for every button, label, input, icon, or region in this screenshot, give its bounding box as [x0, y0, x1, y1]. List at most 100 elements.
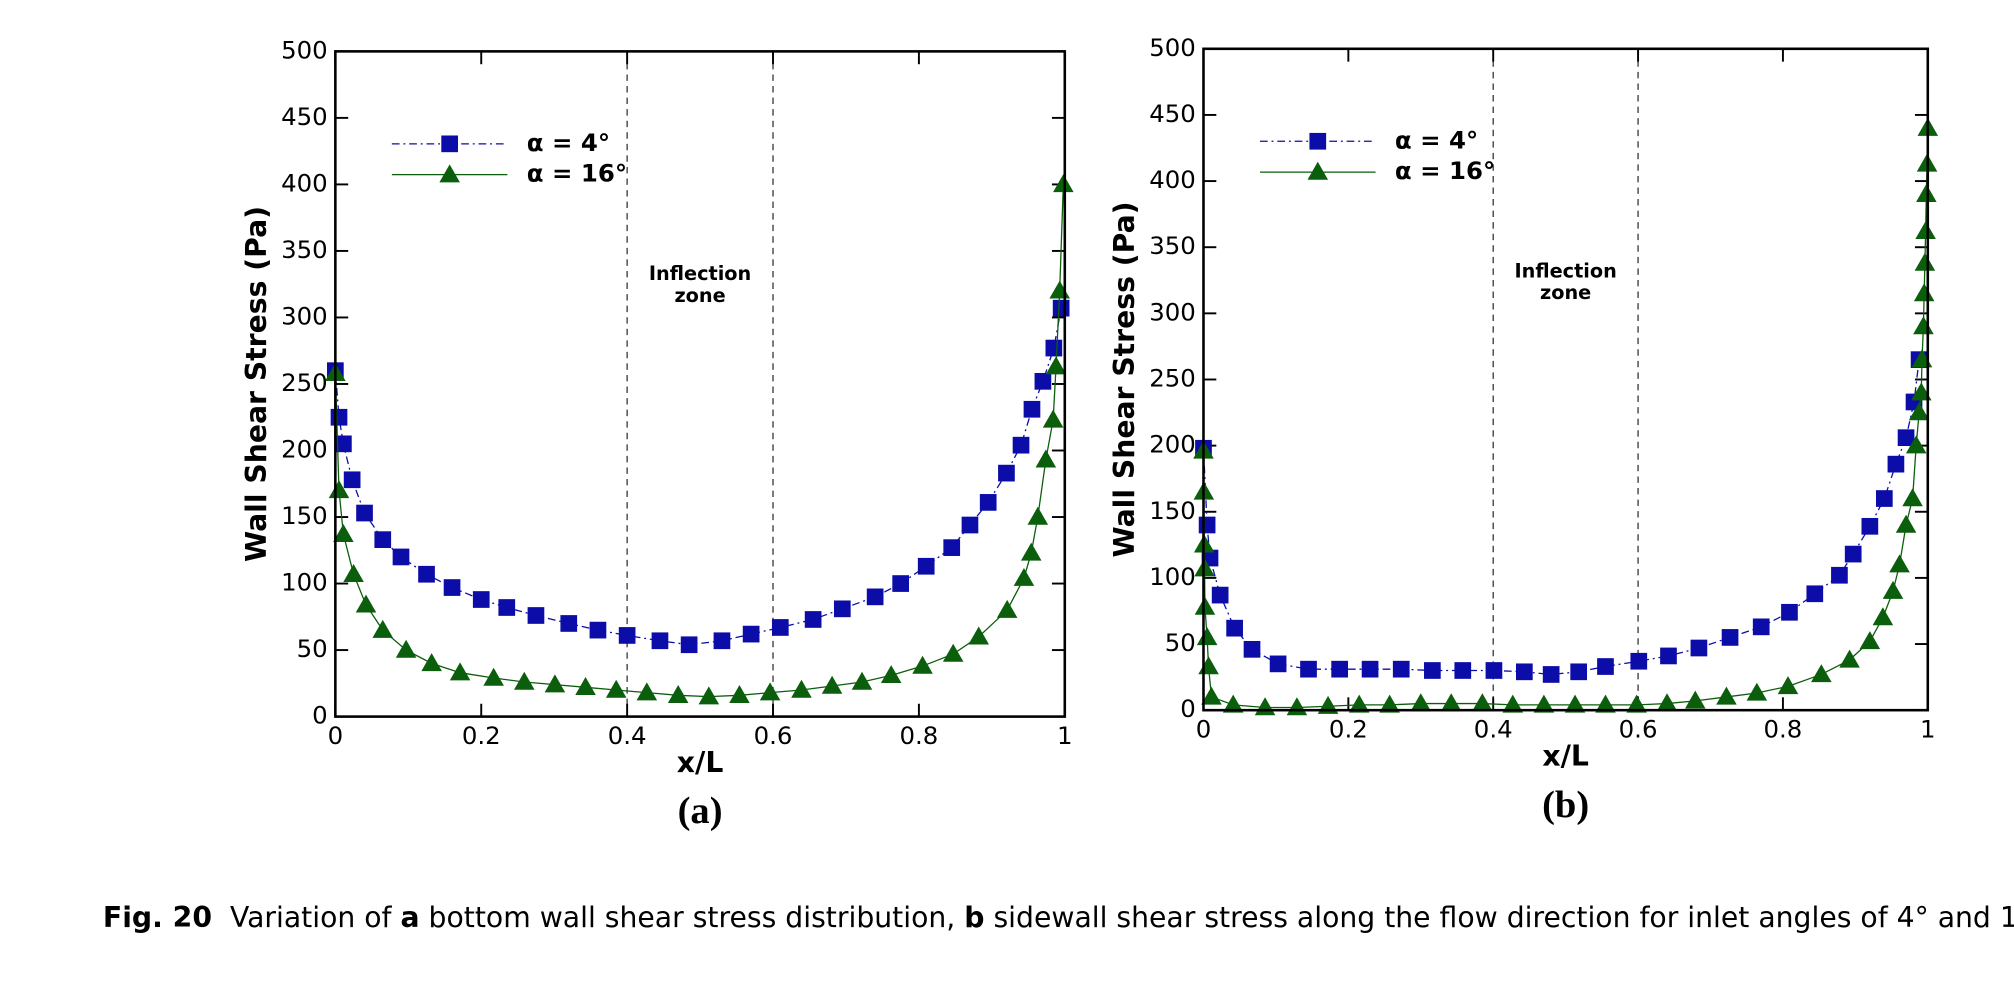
- marker: [942, 643, 964, 662]
- annotation: Inflection: [1514, 259, 1616, 282]
- y-axis-title: Wall Shear Stress (Pa): [1108, 201, 1141, 557]
- marker: [418, 565, 435, 583]
- y-tick-label: 200: [281, 435, 328, 464]
- marker: [343, 471, 361, 489]
- marker: [729, 685, 750, 704]
- marker: [791, 679, 812, 698]
- marker: [1844, 545, 1862, 563]
- marker: [1915, 221, 1936, 240]
- marker: [1269, 655, 1287, 673]
- marker: [742, 625, 760, 643]
- x-tick-label: 0.4: [608, 721, 647, 750]
- marker: [449, 662, 471, 681]
- y-axis-title: Wall Shear Stress (Pa): [240, 206, 273, 562]
- marker: [1656, 693, 1678, 712]
- x-tick-label: 1: [1920, 715, 1936, 744]
- marker: [527, 607, 545, 624]
- marker: [1361, 660, 1379, 678]
- x-axis-title: x/L: [1542, 739, 1589, 772]
- marker: [589, 621, 607, 639]
- series-line: [334, 308, 1062, 646]
- marker: [1626, 694, 1647, 713]
- legend-label: α = 16°: [527, 159, 627, 188]
- y-tick-label: 500: [1149, 33, 1196, 62]
- y-tick-label: 250: [1149, 363, 1196, 392]
- marker: [372, 619, 394, 638]
- marker: [1597, 658, 1614, 675]
- marker: [1053, 174, 1074, 193]
- marker: [1752, 618, 1770, 636]
- marker: [968, 626, 989, 645]
- marker: [1410, 693, 1432, 712]
- marker: [1902, 488, 1923, 507]
- marker: [1042, 409, 1064, 428]
- marker: [979, 494, 997, 511]
- marker: [1887, 455, 1905, 473]
- x-tick-label: 0.8: [1764, 715, 1803, 744]
- marker: [1861, 517, 1879, 535]
- x-tick-label: 0: [328, 721, 344, 750]
- y-tick-label: 350: [1149, 231, 1196, 260]
- marker: [1595, 694, 1616, 713]
- marker: [1831, 566, 1848, 584]
- caption-label: Fig. 20: [103, 901, 212, 934]
- marker: [1379, 694, 1400, 713]
- y-tick-label: 300: [281, 301, 328, 330]
- marker: [1201, 686, 1222, 705]
- marker: [1630, 652, 1648, 670]
- marker: [1895, 514, 1917, 533]
- marker: [1533, 694, 1555, 713]
- marker: [943, 539, 961, 556]
- marker: [1052, 299, 1070, 317]
- marker: [1859, 631, 1881, 650]
- marker: [1716, 686, 1737, 705]
- marker: [1440, 693, 1462, 712]
- legend-label: α = 4°: [527, 128, 610, 157]
- y-tick-label: 150: [1149, 496, 1196, 525]
- marker: [804, 611, 822, 628]
- marker: [1045, 356, 1067, 375]
- marker: [771, 619, 789, 636]
- marker: [1027, 506, 1049, 525]
- marker: [1243, 640, 1261, 658]
- marker: [1811, 664, 1832, 683]
- marker: [998, 464, 1015, 482]
- panel-label: (a): [678, 790, 723, 832]
- marker: [1564, 694, 1586, 713]
- marker: [1254, 697, 1276, 716]
- marker: [374, 531, 392, 548]
- marker: [759, 682, 781, 701]
- y-tick-label: 450: [281, 102, 328, 131]
- marker: [355, 594, 377, 613]
- marker: [333, 524, 354, 543]
- marker: [1905, 435, 1927, 454]
- marker: [917, 557, 935, 575]
- marker: [1889, 554, 1910, 573]
- marker: [1454, 662, 1472, 679]
- marker: [1049, 280, 1070, 299]
- x-tick-label: 1: [1057, 721, 1073, 750]
- marker: [395, 639, 417, 658]
- x-tick-label: 0.8: [900, 721, 939, 750]
- x-tick-label: 0.4: [1474, 715, 1513, 744]
- marker: [544, 674, 566, 693]
- marker: [1348, 694, 1370, 713]
- marker: [1910, 382, 1932, 401]
- marker: [1502, 694, 1524, 713]
- y-tick-label: 400: [1149, 165, 1196, 194]
- marker: [443, 579, 461, 596]
- marker: [1660, 647, 1677, 665]
- x-tick-label: 0.2: [462, 721, 501, 750]
- marker: [1897, 429, 1915, 447]
- series-line: [1202, 128, 1929, 709]
- caption-text: Variation of: [230, 901, 401, 934]
- y-tick-label: 250: [281, 368, 328, 397]
- marker: [1914, 252, 1936, 271]
- marker: [698, 686, 720, 705]
- x-tick-label: 0.6: [1619, 715, 1658, 744]
- marker: [1777, 676, 1799, 695]
- marker: [343, 563, 364, 582]
